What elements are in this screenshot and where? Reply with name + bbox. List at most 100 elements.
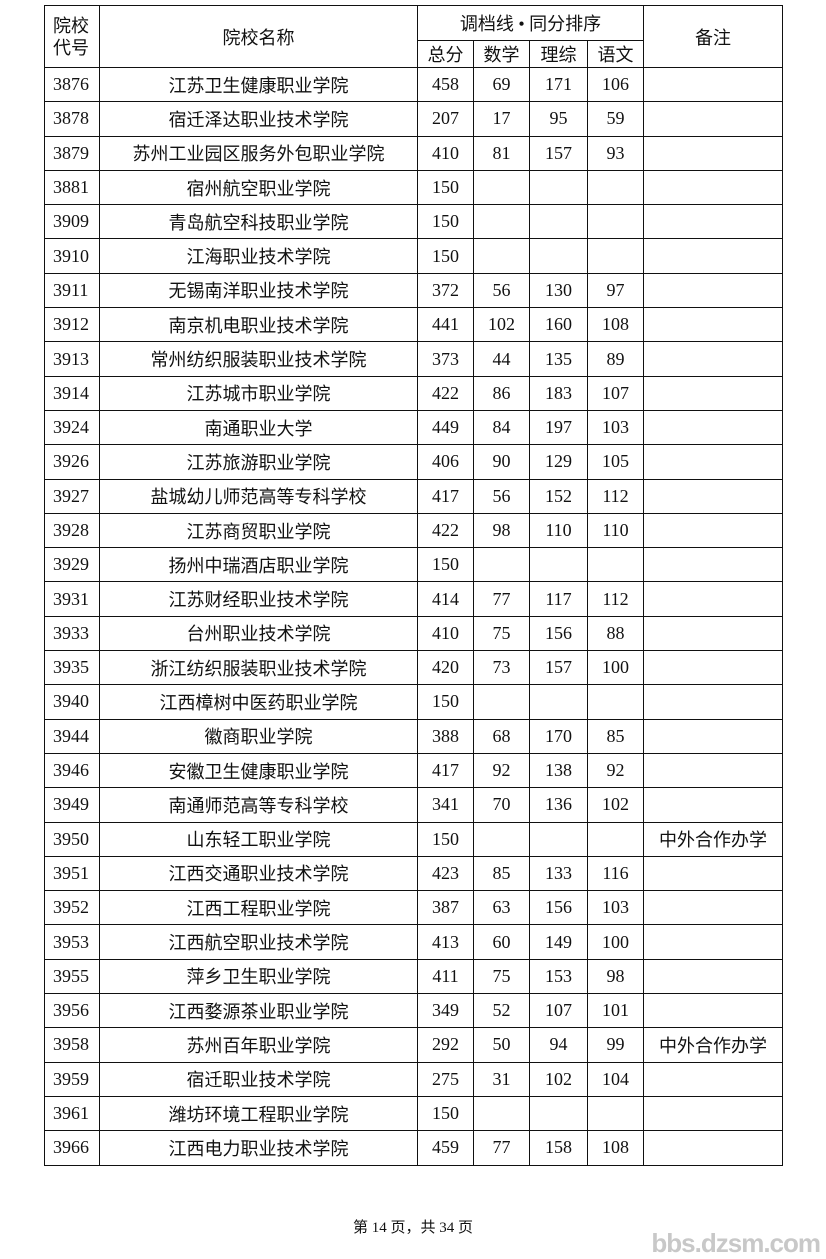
cell-name: 江苏商贸职业学院 (99, 512, 418, 549)
cell-chinese: 93 (587, 135, 644, 171)
table-row: 3913 常州纺织服装职业技术学院 373 44 135 89 (44, 341, 783, 377)
cell-math: 52 (473, 993, 530, 1029)
cell-note (643, 650, 783, 686)
cell-code: 3912 (44, 307, 100, 343)
cell-note (643, 890, 783, 926)
cell-code: 3913 (44, 341, 100, 377)
cell-code: 3926 (44, 444, 100, 480)
cell-math: 77 (473, 1130, 530, 1166)
cell-math: 70 (473, 787, 530, 823)
cell-math: 56 (473, 478, 530, 514)
cell-total: 441 (417, 307, 474, 343)
cell-total: 349 (417, 993, 474, 1029)
cell-total: 373 (417, 341, 474, 377)
table-row: 3909 青岛航空科技职业学院 150 (44, 204, 783, 240)
cell-total: 410 (417, 615, 474, 652)
cell-chinese (587, 204, 644, 240)
table-row: 3940 江西樟树中医药职业学院 150 (44, 684, 783, 720)
table-row: 3953 江西航空职业技术学院 413 60 149 100 (44, 924, 783, 960)
cell-math (473, 684, 530, 720)
cell-code: 3958 (44, 1027, 100, 1063)
cell-code: 3956 (44, 993, 100, 1029)
cell-code: 3878 (44, 101, 100, 137)
cell-name: 江海职业技术学院 (99, 238, 418, 274)
cell-name: 潍坊环境工程职业学院 (99, 1095, 418, 1132)
cell-science: 170 (529, 718, 588, 754)
table-row: 3946 安徽卫生健康职业学院 417 92 138 92 (44, 752, 783, 789)
cell-note (643, 855, 783, 892)
cell-science: 129 (529, 444, 588, 480)
cell-name: 苏州百年职业学院 (99, 1027, 418, 1063)
cell-total: 449 (417, 409, 474, 446)
table-row: 3950 山东轻工职业学院 150 中外合作办学 (44, 821, 783, 857)
cell-chinese: 106 (587, 66, 644, 103)
cell-note (643, 169, 783, 206)
cell-code: 3959 (44, 1061, 100, 1097)
cell-name: 江西工程职业学院 (99, 890, 418, 926)
cell-code: 3911 (44, 272, 100, 309)
cell-science: 102 (529, 1061, 588, 1097)
cell-chinese: 85 (587, 718, 644, 754)
cell-note (643, 615, 783, 652)
cell-science: 152 (529, 478, 588, 514)
cell-name: 常州纺织服装职业技术学院 (99, 341, 418, 377)
header-code: 院校代号 (44, 5, 100, 68)
page-number: 第 14 页，共 34 页 (352, 1220, 473, 1236)
cell-math: 56 (473, 272, 530, 309)
cell-chinese: 100 (587, 650, 644, 686)
cell-total: 420 (417, 650, 474, 686)
cell-note (643, 375, 783, 411)
cell-math: 86 (473, 375, 530, 411)
cell-math: 84 (473, 409, 530, 446)
cell-total: 150 (417, 204, 474, 240)
cell-code: 3876 (44, 66, 100, 103)
cell-name: 台州职业技术学院 (99, 615, 418, 652)
table-row: 3949 南通师范高等专科学校 341 70 136 102 (44, 787, 783, 823)
table-row: 3933 台州职业技术学院 410 75 156 88 (44, 615, 783, 652)
table-row: 3951 江西交通职业技术学院 423 85 133 116 (44, 855, 783, 892)
cell-name: 无锡南洋职业技术学院 (99, 272, 418, 309)
cell-total: 341 (417, 787, 474, 823)
cell-chinese: 92 (587, 752, 644, 789)
cell-math (473, 204, 530, 240)
cell-note (643, 204, 783, 240)
cell-note (643, 512, 783, 549)
cell-chinese: 112 (587, 478, 644, 514)
cell-total: 150 (417, 1095, 474, 1132)
cell-note: 中外合作办学 (643, 821, 783, 857)
cell-name: 扬州中瑞酒店职业学院 (99, 547, 418, 583)
cell-name: 青岛航空科技职业学院 (99, 204, 418, 240)
cell-math: 44 (473, 341, 530, 377)
cell-note (643, 341, 783, 377)
table-row: 3912 南京机电职业技术学院 441 102 160 108 (44, 307, 783, 343)
cell-science: 157 (529, 650, 588, 686)
cell-science (529, 1095, 588, 1132)
cell-chinese: 107 (587, 375, 644, 411)
cell-chinese: 97 (587, 272, 644, 309)
cell-name: 江西航空职业技术学院 (99, 924, 418, 960)
cell-math: 17 (473, 101, 530, 137)
cell-total: 410 (417, 135, 474, 171)
cell-math (473, 1095, 530, 1132)
cell-science: 153 (529, 958, 588, 995)
cell-science: 171 (529, 66, 588, 103)
cell-math: 69 (473, 66, 530, 103)
cell-name: 徽商职业学院 (99, 718, 418, 754)
cell-note (643, 478, 783, 514)
cell-math: 63 (473, 890, 530, 926)
table-row: 3929 扬州中瑞酒店职业学院 150 (44, 547, 783, 583)
cell-note (643, 958, 783, 995)
header-total: 总分 (417, 40, 474, 68)
cell-name: 江西婺源茶业职业学院 (99, 993, 418, 1029)
table-row: 3928 江苏商贸职业学院 422 98 110 110 (44, 512, 783, 549)
cell-total: 459 (417, 1130, 474, 1166)
cell-note (643, 238, 783, 274)
cell-total: 422 (417, 375, 474, 411)
cell-science: 110 (529, 512, 588, 549)
cell-name: 南通师范高等专科学校 (99, 787, 418, 823)
cell-total: 150 (417, 169, 474, 206)
cell-code: 3952 (44, 890, 100, 926)
cell-math: 81 (473, 135, 530, 171)
cell-total: 417 (417, 752, 474, 789)
cell-code: 3961 (44, 1095, 100, 1132)
